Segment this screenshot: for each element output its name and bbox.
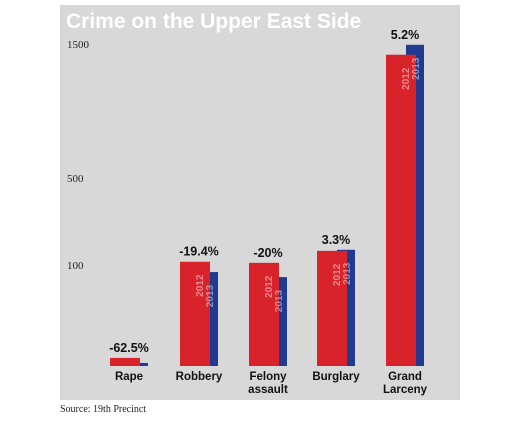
percent-change-label: -19.4% (179, 245, 219, 259)
y-tick-label: 500 (67, 173, 84, 185)
bar-year-label-2013: 2013 (411, 57, 422, 80)
bar-year-label-2012: 2012 (264, 275, 275, 298)
category-label: Robbery (176, 371, 223, 383)
source-note: Source: 19th Precinct (60, 404, 146, 415)
bar-year-label-2013: 2013 (274, 290, 285, 313)
percent-change-label: 5.2% (391, 28, 420, 42)
bar-year-label-2012: 2012 (332, 263, 343, 286)
y-tick-label: 100 (67, 260, 84, 272)
y-tick-label: 1500 (67, 39, 90, 51)
bar-year-label-2012: 2012 (401, 67, 412, 90)
bar-2012 (110, 357, 140, 366)
percent-change-label: 3.3% (322, 233, 351, 247)
category-label: Felony assault (248, 371, 288, 396)
y-tick-labels: 1500 500 100 (67, 39, 90, 272)
bar-2012 (317, 250, 347, 366)
percent-change-label: -62.5% (109, 341, 149, 355)
category-label: Burglary (312, 371, 360, 383)
bar-year-label-2013: 2013 (342, 262, 353, 285)
bar-year-label-2013: 2013 (205, 285, 216, 308)
bar-2012 (386, 54, 416, 366)
bar-2012 (249, 262, 279, 366)
chart-title: Crime on the Upper East Side (66, 10, 361, 33)
bar-2012 (180, 261, 210, 366)
bar-year-label-2012: 2012 (195, 274, 206, 297)
percent-change-label: -20% (253, 246, 282, 260)
category-label: Grand Larceny (383, 371, 428, 396)
category-labels: -62.5% Rape -19.4% Robbery -20% Felony assault… (109, 28, 427, 396)
category-label: Rape (115, 371, 143, 383)
